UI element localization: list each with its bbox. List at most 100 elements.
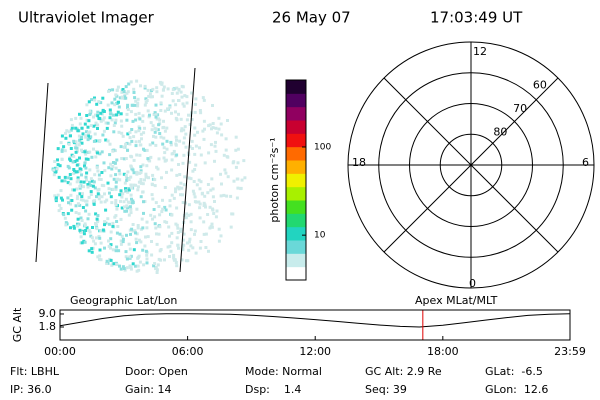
pixel (80, 219, 84, 222)
pixel (177, 163, 180, 166)
pixel (80, 141, 84, 145)
pixel (137, 268, 141, 272)
pixel (78, 228, 82, 232)
pixel (174, 103, 178, 107)
pixel (154, 115, 158, 119)
pixel (58, 203, 62, 207)
pixel (122, 267, 126, 270)
pixel (60, 134, 64, 138)
pixel (125, 233, 128, 237)
lat-ring (439, 133, 503, 197)
pixel (104, 138, 108, 142)
status-field: Mode: Normal (245, 365, 322, 378)
pixel (179, 227, 183, 231)
pixel (115, 245, 119, 249)
pixel (70, 199, 74, 202)
pixel (86, 125, 90, 129)
pixel (52, 173, 56, 177)
pixel (129, 193, 133, 197)
pixel (95, 166, 99, 170)
pixel (98, 254, 102, 258)
panel-label: Apex MLat/MLT (415, 294, 498, 307)
pixel (74, 146, 78, 150)
pixel (213, 200, 216, 203)
pixel (149, 155, 153, 159)
pixel (132, 158, 136, 162)
pixel (207, 124, 211, 128)
pixel (174, 110, 177, 114)
pixel (92, 139, 96, 143)
pixel (107, 187, 111, 191)
pixel (121, 192, 125, 196)
pixel (117, 100, 120, 104)
pixel (121, 134, 125, 138)
pixel (128, 264, 132, 268)
pixel (166, 87, 170, 91)
pixel (146, 235, 150, 239)
pixel (112, 113, 115, 117)
altitude-curve (59, 313, 571, 328)
pixel (85, 178, 88, 182)
pixel (234, 135, 238, 139)
pixel (231, 161, 235, 165)
pixel (141, 190, 145, 194)
pixel (187, 113, 190, 117)
pixel (78, 184, 82, 188)
pixel (124, 187, 127, 191)
pixel (56, 163, 60, 167)
pixel (170, 152, 174, 156)
pixel (198, 109, 202, 112)
pixel (78, 141, 82, 145)
panel-label: Geographic Lat/Lon (70, 294, 177, 307)
pixel (138, 153, 142, 157)
pixel (217, 239, 221, 243)
pixel (135, 269, 139, 273)
pixel (117, 249, 121, 253)
pixel (162, 156, 166, 160)
pixel (96, 214, 100, 217)
pixel (78, 167, 82, 171)
time: 17:03:49 UT (430, 9, 523, 27)
pixel (128, 255, 132, 259)
pixel (181, 201, 185, 204)
pixel (72, 226, 76, 230)
pixel (99, 241, 103, 245)
pixel (87, 212, 91, 216)
pixel (99, 178, 103, 181)
pixel (127, 242, 131, 246)
pixel (82, 180, 86, 184)
pixel (114, 214, 118, 218)
status-field: Flt: LBHL (10, 365, 60, 378)
pixel (150, 240, 153, 243)
pixel (68, 173, 72, 176)
pixel (116, 225, 120, 228)
pixel (175, 86, 179, 90)
pixel (103, 192, 106, 196)
pixel (93, 186, 97, 190)
pixel (62, 213, 66, 217)
pixel (99, 258, 103, 262)
x-tick-label: 06:00 (172, 345, 204, 358)
pixel (118, 232, 122, 236)
pixel (95, 217, 99, 221)
date: 26 May 07 (272, 9, 351, 27)
pixel (156, 113, 160, 117)
pixel (179, 117, 183, 121)
pixel (199, 180, 203, 184)
pixel (89, 183, 93, 187)
pixel (235, 196, 239, 200)
pixel (112, 262, 116, 266)
pixel (139, 132, 143, 136)
pixel (93, 98, 97, 102)
pixel (129, 175, 133, 179)
pixel (217, 116, 221, 120)
pixel (94, 212, 98, 216)
pixel (53, 194, 57, 198)
pixel (90, 179, 94, 183)
pixel (180, 258, 184, 262)
pixel (74, 143, 78, 147)
pixel (153, 130, 157, 134)
pixel (136, 185, 140, 189)
pixel (117, 113, 120, 116)
pixel (72, 139, 76, 143)
